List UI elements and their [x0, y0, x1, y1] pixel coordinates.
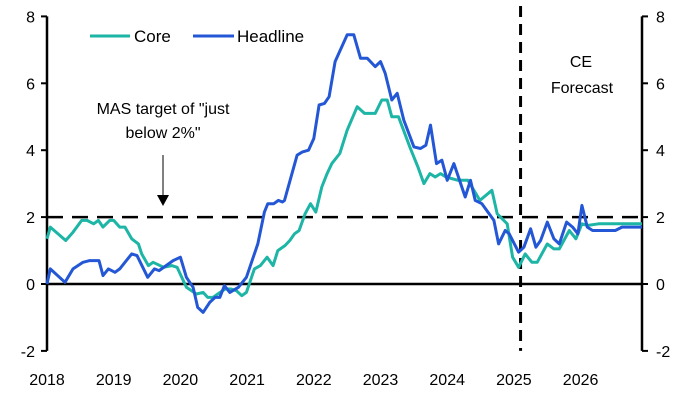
- x-tick-label: 2018: [29, 372, 65, 389]
- reference-lines: [47, 6, 642, 351]
- y-tick-label-right: 6: [656, 76, 665, 93]
- y-tick-label-left: 2: [26, 210, 35, 227]
- x-tick-label: 2020: [163, 372, 199, 389]
- y-tick-label-right: 2: [656, 210, 665, 227]
- forecast-annotation-line2: Forecast: [551, 80, 614, 97]
- forecast-annotation: CE Forecast: [551, 54, 614, 97]
- arrow-down-icon: [157, 195, 169, 206]
- y-tick-label-right: -2: [656, 344, 670, 361]
- x-tick-label: 2019: [96, 372, 132, 389]
- target-annotation: MAS target of "just below 2%": [97, 101, 230, 206]
- y-tick-label-right: 4: [656, 143, 665, 160]
- forecast-annotation-line1: CE: [570, 54, 592, 71]
- tick-labels: -2 0 2 4 6 8 -2 0 2 4 6 8 2018 2019 2020 2021 2022 2023 20…: [21, 9, 671, 389]
- legend-core-label: Core: [134, 27, 171, 46]
- axes: [41, 15, 648, 352]
- y-tick-label-left: -2: [21, 344, 35, 361]
- x-tick-label: 2024: [429, 372, 465, 389]
- x-tick-label: 2022: [296, 372, 332, 389]
- x-tick-label: 2021: [229, 372, 265, 389]
- legend-headline-label: Headline: [237, 27, 304, 46]
- series-line-headline: [45, 33, 642, 314]
- y-tick-label-left: 4: [26, 143, 35, 160]
- y-tick-label-left: 6: [26, 76, 35, 93]
- target-annotation-line1: MAS target of "just: [97, 101, 230, 118]
- x-tick-label: 2025: [496, 372, 532, 389]
- series-lines: [45, 33, 642, 314]
- x-tick-label: 2026: [563, 372, 599, 389]
- x-tick-label: 2023: [363, 372, 399, 389]
- y-tick-label-right: 8: [656, 9, 665, 26]
- legend: Core Headline: [90, 27, 304, 46]
- target-annotation-line2: below 2%": [125, 125, 200, 142]
- y-tick-label-left: 8: [26, 9, 35, 26]
- y-tick-label-left: 0: [26, 277, 35, 294]
- y-tick-label-right: 0: [656, 277, 665, 294]
